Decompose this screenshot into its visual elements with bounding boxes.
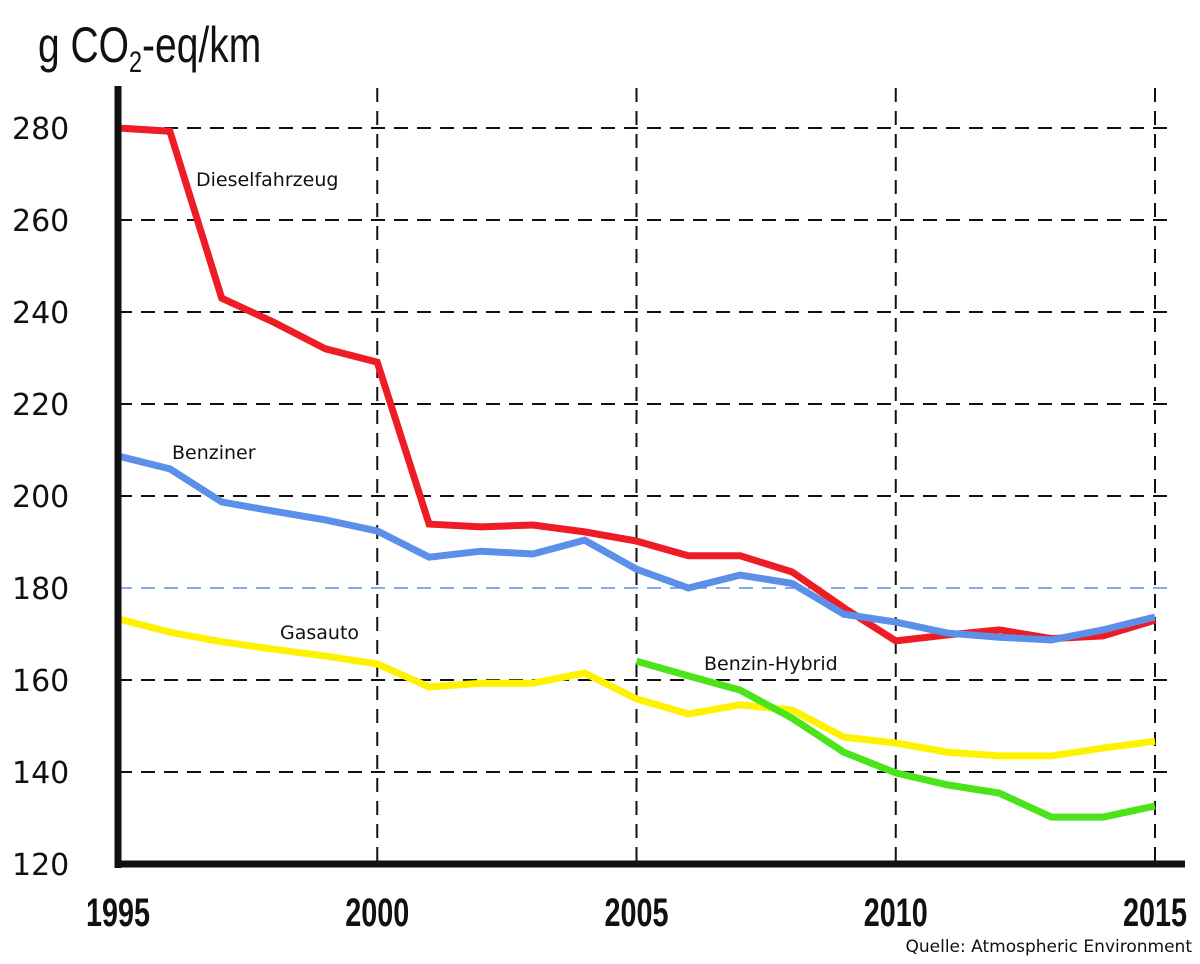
y-tick-label: 160	[12, 664, 69, 699]
y-tick-label: 120	[12, 848, 69, 883]
series-line-benziner	[117, 452, 1156, 644]
series-label-benziner: Benziner	[172, 442, 256, 464]
y-axis-title: g CO2-eq/km	[38, 16, 261, 78]
y-tick-label: 180	[12, 572, 69, 607]
y-tick-label: 240	[12, 296, 69, 331]
y-tick-label: 200	[12, 480, 69, 515]
x-tick-label: 2010	[864, 890, 928, 935]
series-label-diesel: Dieselfahrzeug	[196, 169, 338, 191]
y-tick-label: 280	[12, 112, 69, 147]
y-axis-title-unit: -eq/km	[142, 16, 261, 73]
series-label-hybrid: Benzin-Hybrid	[704, 653, 838, 675]
series-line-gasauto	[117, 615, 1156, 760]
series-line-benzin-hybrid	[635, 657, 1156, 821]
series-labels: Dieselfahrzeug Benziner Gasauto Benzin-H…	[172, 169, 838, 675]
source-note: Quelle: Atmospheric Environment	[905, 937, 1192, 957]
series-label-gasauto: Gasauto	[280, 622, 359, 644]
x-tick-label: 2005	[604, 890, 668, 935]
grid	[118, 88, 1170, 864]
x-tick-label: 2015	[1123, 890, 1187, 935]
y-tick-label: 140	[12, 756, 69, 791]
axes: 120 140 160 180 200 220 240 260 280 1995 2000 2005 2…	[12, 86, 1187, 935]
x-tick-label: 1995	[86, 890, 150, 935]
series-lines	[117, 124, 1157, 821]
y-axis-title-main: g CO	[38, 16, 129, 73]
series-line-dieselfahrzeug	[117, 124, 1157, 645]
y-axis-title-sub: 2	[129, 45, 142, 78]
x-tick-label: 2000	[345, 890, 409, 935]
y-tick-label: 220	[12, 388, 69, 423]
y-tick-label: 260	[12, 204, 69, 239]
